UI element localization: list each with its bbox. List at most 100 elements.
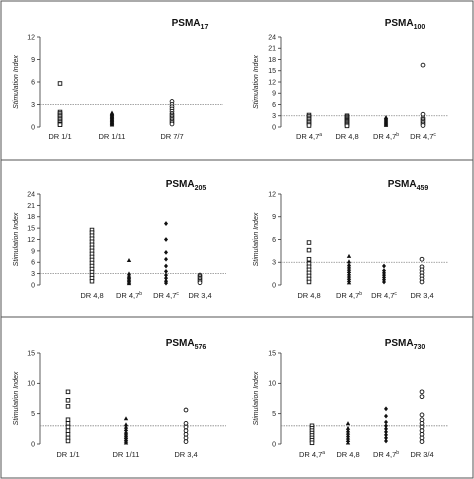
x-category-superscript: b — [396, 450, 399, 456]
y-tick-label: 3 — [31, 271, 35, 278]
panel-psma576: PSMA576 0 5 10 15 Stimulation Index DR 1/1 DR 1… — [13, 338, 226, 459]
x-category-label: DR 3,4 — [188, 291, 211, 300]
data-point — [383, 122, 389, 127]
x-category-text: DR 4,7 — [371, 291, 394, 300]
category-1 — [345, 421, 351, 445]
data-point — [345, 430, 351, 435]
data-point — [123, 416, 129, 421]
data-point — [346, 278, 352, 283]
x-category-superscript: b — [396, 132, 399, 138]
y-tick-label: 9 — [31, 248, 35, 255]
data-point — [346, 264, 352, 269]
x-category-text: DR 3/4 — [410, 450, 433, 459]
data-point — [384, 413, 388, 419]
y-tick-label: 15 — [268, 68, 276, 75]
y-tick-label: 10 — [27, 381, 35, 388]
x-category-label: DR 1/1 — [56, 450, 79, 459]
x-category-text: DR 3,4 — [174, 450, 197, 459]
category-2 — [169, 99, 175, 127]
data-point — [420, 111, 426, 117]
data-point — [197, 280, 203, 286]
category-0 — [309, 423, 315, 446]
data-point — [123, 422, 129, 427]
x-category-text: DR 4,7 — [336, 291, 359, 300]
x-category-label: DR 4,8 — [297, 291, 320, 300]
y-tick-label: 12 — [268, 79, 276, 86]
x-category-label: DR 4,8 — [80, 291, 103, 300]
panel-title-text: PSMA — [385, 18, 414, 29]
data-point — [346, 269, 352, 274]
data-point — [419, 389, 425, 395]
data-point — [306, 247, 312, 253]
data-point — [419, 412, 425, 418]
data-point — [169, 121, 175, 127]
category-2 — [384, 406, 388, 444]
x-category-superscript: c — [394, 291, 397, 297]
y-tick-label: 24 — [27, 191, 35, 198]
y-tick-label: 15 — [268, 350, 276, 357]
panel-title: PSMA205 — [166, 179, 207, 192]
y-tick-label: 3 — [31, 102, 35, 109]
data-point — [164, 272, 168, 278]
panel-title: PSMA17 — [172, 18, 209, 31]
panel-title-text: PSMA — [388, 179, 417, 190]
data-point — [65, 421, 71, 426]
y-tick-label: 15 — [27, 226, 35, 233]
data-point — [419, 279, 425, 285]
panel-title: PSMA459 — [388, 179, 429, 192]
data-point — [109, 122, 115, 127]
x-category-superscript: a — [322, 450, 325, 456]
y-tick-label: 3 — [272, 113, 276, 120]
y-axis-label: Stimulation Index — [253, 371, 260, 425]
data-point — [382, 263, 386, 269]
data-point — [89, 278, 95, 284]
data-point — [126, 281, 132, 286]
data-point — [65, 404, 71, 409]
data-point — [346, 262, 352, 267]
data-point — [65, 432, 71, 437]
panel-title: PSMA100 — [385, 18, 426, 31]
data-point — [306, 123, 312, 128]
data-point — [419, 256, 425, 262]
category-2 — [382, 263, 386, 285]
x-category-label: DR 4,7b — [116, 291, 142, 300]
x-category-label: DR 4,7a — [299, 450, 325, 459]
y-tick-label: 0 — [272, 441, 276, 448]
data-point — [65, 389, 71, 395]
data-point — [344, 123, 350, 129]
data-point — [164, 268, 168, 274]
data-point — [65, 398, 71, 403]
panel-title-text: PSMA — [166, 338, 195, 349]
x-category-label: DR 4,7c — [410, 132, 436, 141]
x-category-label: DR 1/11 — [99, 132, 126, 141]
category-2 — [383, 114, 389, 127]
category-3 — [419, 256, 425, 285]
y-tick-label: 3 — [272, 260, 276, 267]
y-tick-label: 18 — [27, 214, 35, 221]
data-point — [345, 433, 351, 438]
y-tick-label: 6 — [31, 260, 35, 267]
x-category-text: DR 7/7 — [160, 132, 183, 141]
data-point — [345, 425, 351, 430]
x-category-superscript: b — [359, 291, 362, 297]
panel-psma459: PSMA459 0 3 6 9 12 Stimulation Index DR 4,8 DR 4… — [253, 179, 448, 300]
data-point — [384, 432, 388, 438]
panel-psma17: PSMA17 0 3 6 9 12 Stimulation Index DR 1/1 DR 1/… — [13, 18, 223, 141]
data-point — [419, 439, 425, 444]
data-point — [384, 435, 388, 441]
y-axis-label: Stimulation Index — [13, 55, 20, 109]
data-point — [183, 407, 189, 413]
category-3 — [197, 272, 203, 286]
y-tick-label: 12 — [27, 237, 35, 244]
category-1 — [344, 113, 350, 129]
category-0 — [306, 112, 312, 128]
y-tick-label: 21 — [268, 46, 276, 53]
panel-title-subscript: 100 — [414, 24, 426, 31]
category-3 — [420, 62, 426, 128]
data-point — [382, 279, 386, 285]
data-point — [65, 438, 71, 444]
data-point — [420, 123, 426, 128]
panel-title: PSMA730 — [385, 338, 426, 351]
panel-title-subscript: 730 — [414, 344, 426, 351]
x-category-label: DR 4,7b — [373, 132, 399, 141]
